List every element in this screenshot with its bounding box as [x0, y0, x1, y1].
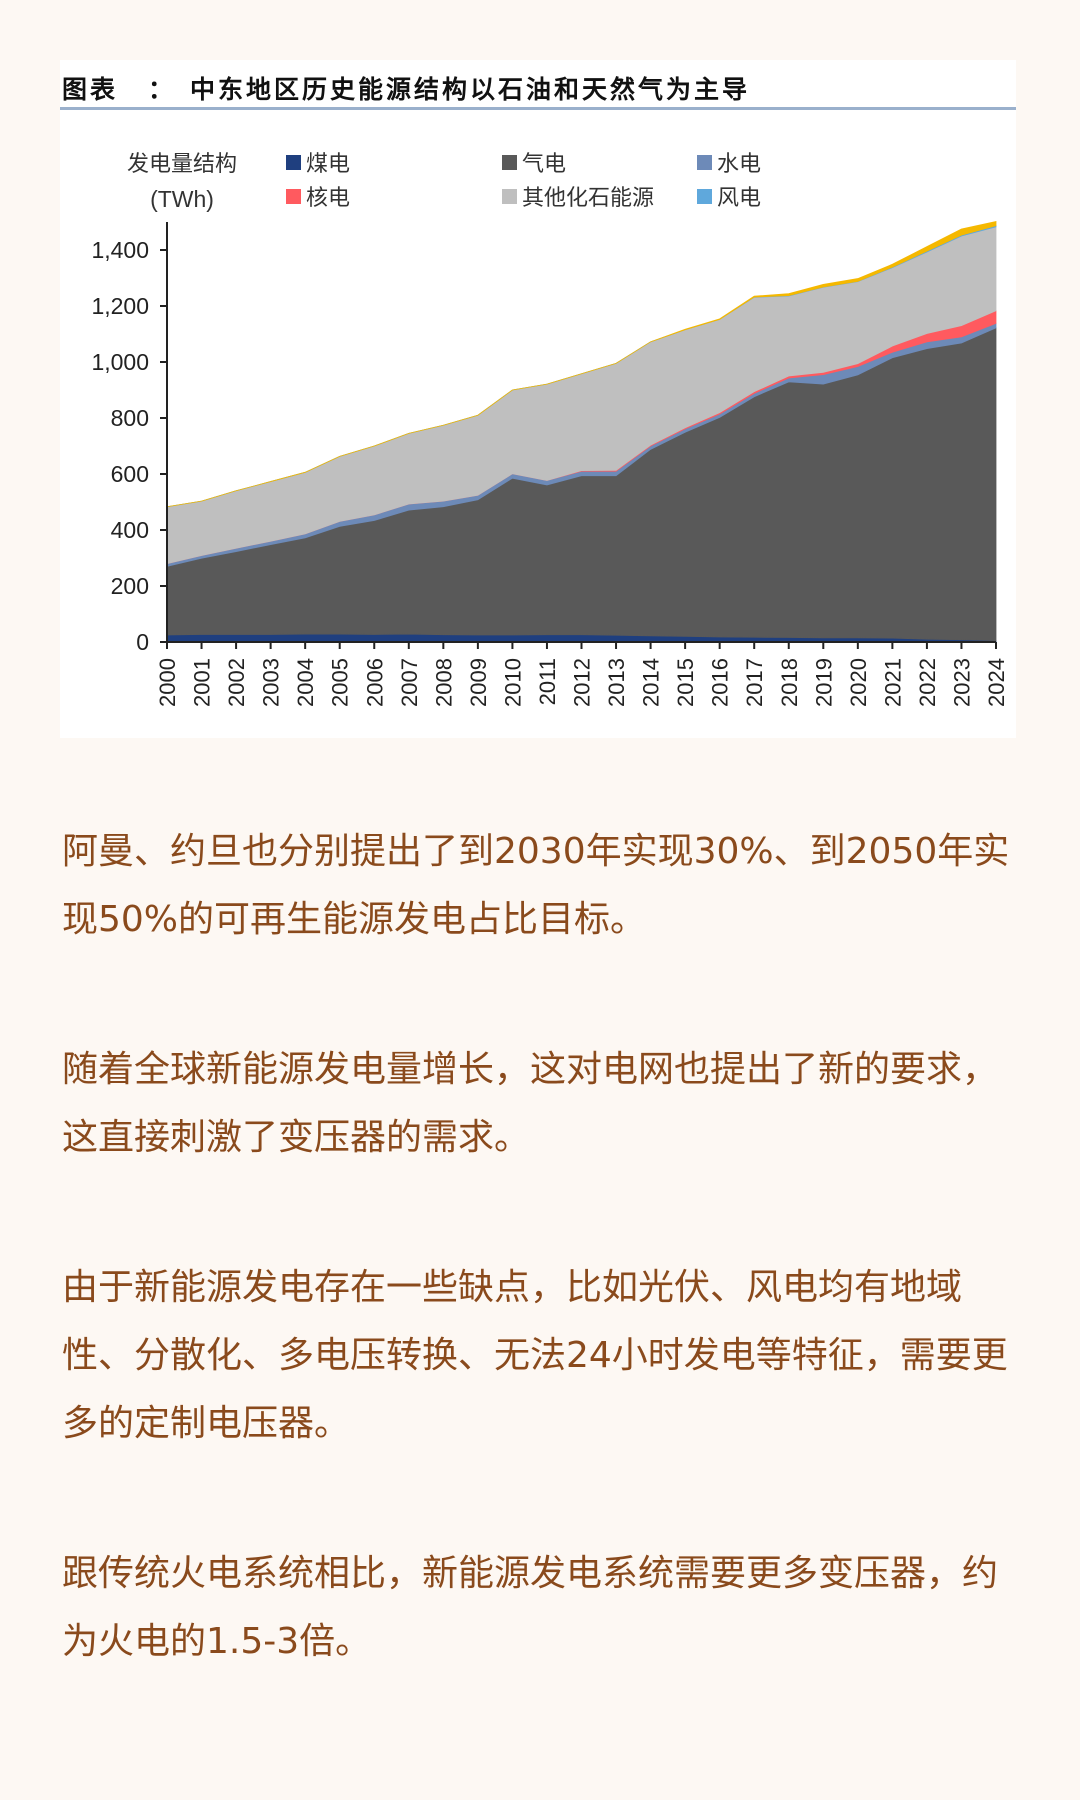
- chart-card: 图表 ： 中东地区历史能源结构以石油和天然气为主导 发电量结构 (TWh) 煤电 核…: [60, 60, 1016, 738]
- x-tick-label: 2015: [673, 658, 698, 707]
- paragraph: 随着全球新能源发电量增长，这对电网也提出了新的要求，这直接刺激了变压器的需求。: [62, 1049, 999, 1158]
- paragraph: 跟传统火电系统相比，新能源发电系统需要更多变压器，约为火电的1.5-3倍。: [62, 1553, 999, 1662]
- y-tick-label: 1,200: [91, 293, 149, 319]
- x-tick-label: 2005: [328, 658, 353, 707]
- chart-title: 图表 ： 中东地区历史能源结构以石油和天然气为主导: [62, 70, 1012, 106]
- legend-item-wind: 风电: [697, 180, 761, 212]
- x-tick-label: 2017: [742, 658, 767, 707]
- y-axis-unit: (TWh): [150, 186, 214, 212]
- x-tick-label: 2001: [190, 658, 215, 707]
- x-tick-label: 2002: [224, 658, 249, 707]
- legend-item-coal: 煤电: [286, 146, 350, 178]
- x-tick-label: 2014: [639, 658, 664, 707]
- legend-swatch-coal: [286, 154, 301, 170]
- x-tick-label: 2011: [535, 658, 560, 705]
- title-rule: [60, 107, 1016, 110]
- legend-item-hydro: 水电: [697, 146, 761, 178]
- legend-label: 气电: [522, 152, 567, 177]
- x-tick-label: 2020: [846, 658, 871, 707]
- legend-swatch-wind: [697, 188, 712, 204]
- x-tick-label: 2019: [811, 658, 836, 707]
- x-tick-label: 2010: [500, 658, 525, 707]
- x-tick-label: 2024: [984, 658, 1009, 707]
- y-tick-label: 400: [111, 517, 149, 543]
- paragraph: 由于新能源发电存在一些缺点，比如光伏、风电均有地域性、分散化、多电压转换、无法2…: [62, 1267, 1008, 1444]
- y-tick-label: 1,000: [91, 349, 149, 375]
- area-series: [166, 220, 997, 508]
- y-tick-label: 1,400: [91, 237, 149, 263]
- legend-label: 水电: [717, 152, 762, 177]
- y-tick-label: 600: [111, 461, 149, 487]
- chart-title-text: 中东地区历史能源结构以石油和天然气为主导: [190, 75, 751, 104]
- x-tick-label: 2018: [777, 658, 802, 707]
- x-tick-label: 2000: [155, 658, 180, 707]
- x-tick-label: 2013: [604, 658, 629, 707]
- legend-label: 煤电: [306, 152, 351, 177]
- article-body: 阿曼、约旦也分别提出了到2030年实现30%、到2050年实现50%的可再生能源…: [62, 818, 1022, 1758]
- y-tick-label: 0: [136, 629, 149, 655]
- x-tick-label: 2009: [466, 658, 491, 707]
- y-axis-label-text: 发电量结构: [126, 152, 237, 177]
- x-tick-label: 2007: [397, 658, 422, 707]
- x-tick-label: 2022: [915, 658, 940, 707]
- x-tick-label: 2016: [708, 658, 733, 707]
- legend-item-other-fossil: 其他化石能源: [502, 180, 654, 212]
- chart-axes: 0 200 400 600 800 1,000 1,200 1,400 2000 2001 2002…: [91, 222, 1009, 707]
- legend-swatch-nuclear: [286, 188, 301, 204]
- chart-title-separator: ：: [148, 75, 177, 104]
- legend-item-nuclear: 核电: [286, 180, 350, 212]
- paragraph: 阿曼、约旦也分别提出了到2030年实现30%、到2050年实现50%的可再生能源…: [62, 831, 1010, 940]
- chart-title-prefix: 图表: [62, 75, 119, 104]
- x-tick-label: 2004: [293, 658, 318, 707]
- legend-label: 核电: [306, 186, 351, 211]
- legend-swatch-hydro: [697, 154, 712, 170]
- legend-swatch-gas: [502, 154, 517, 170]
- x-tick-label: 2023: [949, 658, 974, 707]
- x-tick-label: 2006: [362, 658, 387, 707]
- legend-swatch-other-fossil: [502, 188, 517, 204]
- x-tick-label: 2003: [259, 658, 284, 707]
- x-tick-label: 2008: [431, 658, 456, 707]
- legend-item-gas: 气电: [502, 146, 566, 178]
- legend-label: 其他化石能源: [522, 186, 655, 211]
- stacked-area-chart: 0 200 400 600 800 1,000 1,200 1,400 2000 2001 2002…: [91, 220, 1009, 707]
- x-tick-label: 2012: [570, 658, 595, 707]
- chart-areas: [166, 220, 997, 643]
- y-tick-label: 800: [111, 405, 149, 431]
- y-axis-label: 发电量结构 (TWh): [112, 148, 252, 216]
- legend-label: 风电: [717, 186, 762, 211]
- y-tick-label: 200: [111, 573, 149, 599]
- x-tick-label: 2021: [880, 658, 905, 707]
